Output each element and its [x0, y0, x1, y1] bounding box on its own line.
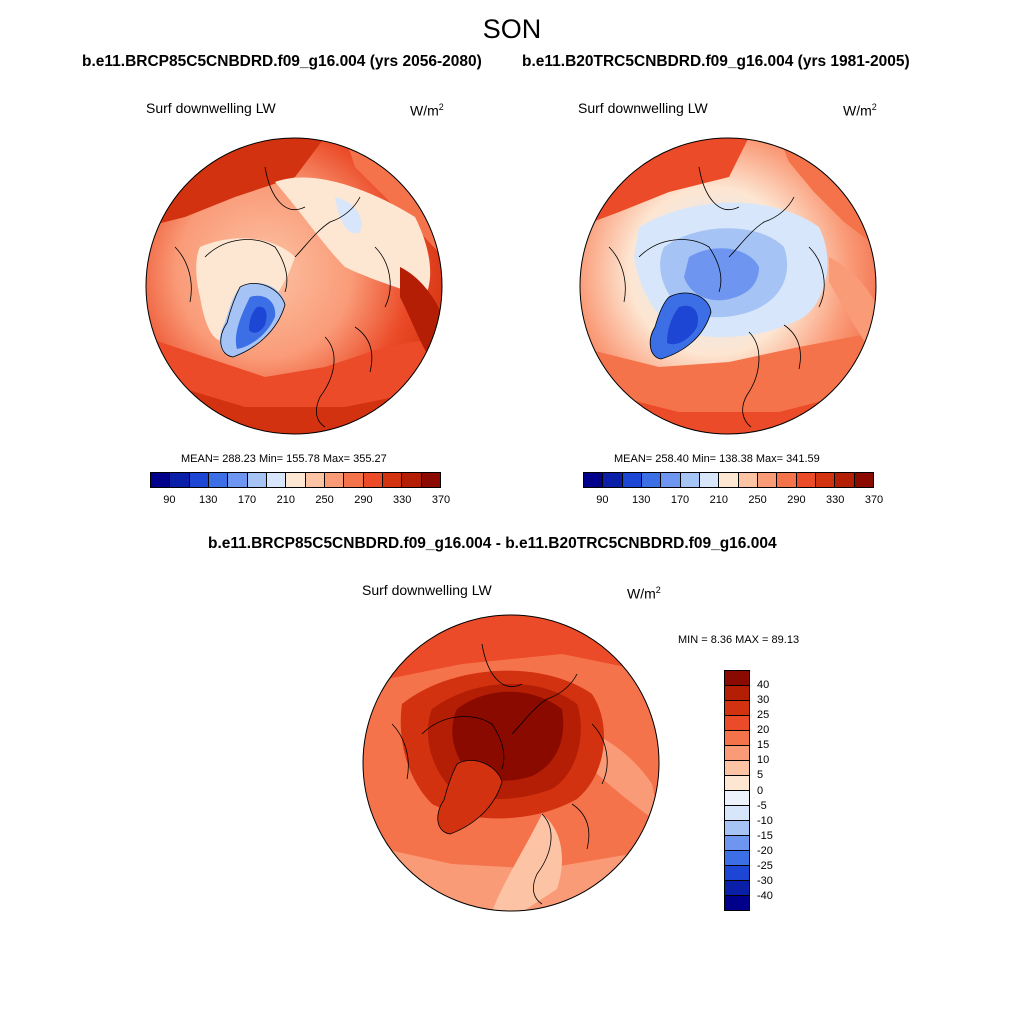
colorbar-tick-label: 15: [757, 739, 770, 752]
colorbar-tick-label: 90: [596, 494, 609, 506]
polar-map-difference: [362, 614, 660, 912]
colorbar-tick-label: -40: [757, 889, 773, 902]
colorbar-swatch: [228, 473, 248, 487]
colorbar-tick-label: 130: [199, 494, 218, 506]
colorbar-swatch: [680, 473, 700, 487]
colorbar-swatch: [661, 473, 681, 487]
colorbar-swatch: [641, 473, 662, 487]
colorbar-swatch: [725, 776, 749, 791]
colorbar-tick-label: -5: [757, 799, 767, 812]
colorbar-tick-label: 290: [787, 494, 806, 506]
colorbar-swatch: [835, 473, 855, 487]
panel2-units: W/m2: [843, 102, 877, 119]
colorbar-tick-label: 330: [393, 494, 412, 506]
colorbar-tick-label: 10: [757, 754, 770, 767]
colorbar-swatch: [151, 473, 171, 487]
panel1-colorbar: [150, 472, 441, 488]
colorbar-swatch: [363, 473, 383, 487]
colorbar-tick-label: -20: [757, 844, 773, 857]
panel1-case-title: b.e11.BRCP85C5CNBDRD.f09_g16.004 (yrs 20…: [82, 53, 482, 70]
colorbar-swatch: [725, 731, 749, 746]
colorbar-swatch: [584, 473, 604, 487]
colorbar-swatch: [725, 791, 749, 806]
colorbar-swatch: [622, 473, 642, 487]
colorbar-swatch: [725, 671, 749, 686]
panel1-variable: Surf downwelling LW: [146, 100, 276, 116]
colorbar-tick-label: 130: [632, 494, 651, 506]
colorbar-swatch: [719, 473, 739, 487]
colorbar-swatch: [777, 473, 797, 487]
colorbar-swatch: [603, 473, 623, 487]
colorbar-swatch: [725, 686, 749, 701]
colorbar-swatch: [266, 473, 287, 487]
colorbar-swatch: [402, 473, 422, 487]
colorbar-swatch: [815, 473, 836, 487]
colorbar-tick-label: 20: [757, 724, 770, 737]
colorbar-tick-label: 370: [431, 494, 451, 506]
colorbar-tick-label: 5: [757, 769, 764, 782]
colorbar-tick-label: -10: [757, 814, 773, 827]
colorbar-swatch: [725, 836, 749, 851]
colorbar-swatch: [725, 866, 749, 881]
colorbar-swatch: [725, 701, 749, 716]
panel2-case-title: b.e11.B20TRC5CNBDRD.f09_g16.004 (yrs 198…: [522, 53, 910, 70]
colorbar-tick-label: 250: [748, 494, 767, 506]
colorbar-tick-label: -30: [757, 874, 773, 887]
colorbar-swatch: [725, 806, 749, 821]
panel1-units: W/m2: [410, 102, 444, 119]
diff-units: W/m2: [627, 585, 661, 602]
colorbar-swatch: [382, 473, 403, 487]
colorbar-swatch: [305, 473, 325, 487]
colorbar-swatch: [725, 746, 749, 761]
colorbar-swatch: [725, 761, 749, 776]
colorbar-tick-label: 330: [826, 494, 845, 506]
panel1-stats: MEAN= 288.23 Min= 155.78 Max= 355.27: [181, 453, 387, 465]
colorbar-swatch: [344, 473, 364, 487]
colorbar-tick-label: 210: [276, 494, 295, 506]
panel2-variable: Surf downwelling LW: [578, 100, 708, 116]
colorbar-swatch: [725, 821, 749, 836]
colorbar-tick-label: 250: [315, 494, 334, 506]
diff-case-title: b.e11.BRCP85C5CNBDRD.f09_g16.004 - b.e11…: [208, 535, 777, 552]
colorbar-swatch: [757, 473, 778, 487]
diff-variable: Surf downwelling LW: [362, 582, 492, 598]
colorbar-tick-label: 370: [864, 494, 884, 506]
colorbar-tick-label: 290: [354, 494, 373, 506]
colorbar-tick-label: -15: [757, 829, 773, 842]
diff-colorbar: [724, 670, 750, 911]
colorbar-tick-label: 25: [757, 709, 770, 722]
colorbar-swatch: [247, 473, 267, 487]
diff-stats: MIN = 8.36 MAX = 89.13: [678, 634, 800, 646]
colorbar-tick-label: 0: [757, 784, 764, 797]
colorbar-tick-label: 30: [757, 694, 770, 707]
colorbar-tick-label: 170: [670, 494, 690, 506]
colorbar-tick-label: 90: [163, 494, 176, 506]
colorbar-swatch: [170, 473, 190, 487]
colorbar-swatch: [286, 473, 306, 487]
polar-map-future: [145, 137, 443, 435]
colorbar-swatch: [324, 473, 345, 487]
colorbar-swatch: [738, 473, 758, 487]
colorbar-swatch: [208, 473, 229, 487]
colorbar-tick-label: 170: [237, 494, 257, 506]
colorbar-tick-label: 210: [709, 494, 728, 506]
colorbar-swatch: [421, 473, 440, 487]
colorbar-swatch: [189, 473, 209, 487]
page-title: SON: [482, 14, 542, 44]
colorbar-swatch: [699, 473, 720, 487]
colorbar-tick-label: -25: [757, 859, 773, 872]
colorbar-swatch: [725, 881, 749, 896]
colorbar-swatch: [854, 473, 873, 487]
panel2-colorbar: [583, 472, 874, 488]
colorbar-swatch: [725, 896, 749, 910]
polar-map-historical: [579, 137, 877, 435]
colorbar-swatch: [725, 716, 749, 731]
colorbar-swatch: [796, 473, 816, 487]
panel2-stats: MEAN= 258.40 Min= 138.38 Max= 341.59: [614, 453, 820, 465]
colorbar-tick-label: 40: [757, 679, 770, 692]
colorbar-swatch: [725, 851, 749, 866]
